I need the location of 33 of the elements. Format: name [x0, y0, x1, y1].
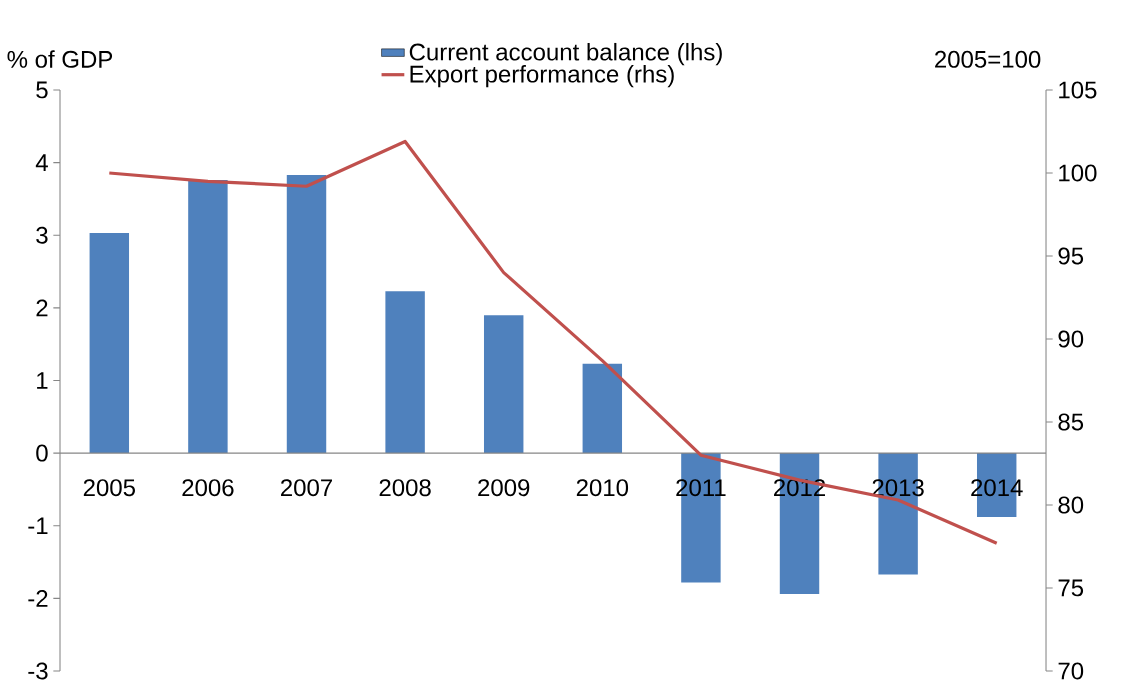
bar [188, 180, 228, 454]
y-tick-label: -1 [28, 517, 48, 535]
bar [483, 315, 524, 454]
y-axis-title: % of GDP [7, 50, 113, 68]
y-tick-label: 5 [36, 81, 48, 99]
x-tick-label: 2009 [478, 479, 530, 497]
y2-tick-label: 90 [1058, 330, 1084, 348]
x-tick-label: 2006 [182, 479, 234, 497]
y-tick-label: 0 [36, 444, 48, 462]
bar [385, 291, 425, 454]
y2-tick-label: 85 [1058, 413, 1084, 431]
bar [286, 175, 327, 454]
y2-tick-label: 70 [1058, 662, 1084, 680]
y-tick-label: 4 [35, 154, 48, 171]
bar [89, 233, 130, 454]
legend-label: Current account balance (lhs) [409, 42, 722, 66]
x-tick-label: 2007 [281, 479, 332, 497]
bar [582, 363, 623, 454]
x-tick-label: 2010 [576, 479, 629, 497]
y-tick-label: 2 [36, 299, 48, 317]
y2-tick-label: 105 [1059, 81, 1097, 99]
y2-tick-label: 75 [1058, 579, 1084, 597]
x-tick-label: 2005 [83, 479, 135, 497]
y-tick-label: 3 [36, 226, 48, 244]
y2-tick-label: 95 [1058, 247, 1084, 265]
y-tick-label: 1 [37, 372, 48, 389]
y-tick-label: -2 [28, 590, 48, 607]
y2-tick-label: 80 [1058, 496, 1084, 514]
x-tick-label: 2008 [379, 479, 431, 497]
y-tick-label: -3 [28, 662, 48, 680]
legend-label: Export performance (rhs) [410, 65, 674, 88]
y2-tick-label: 100 [1059, 164, 1097, 182]
y2-axis-title: 2005=100 [935, 50, 1041, 68]
